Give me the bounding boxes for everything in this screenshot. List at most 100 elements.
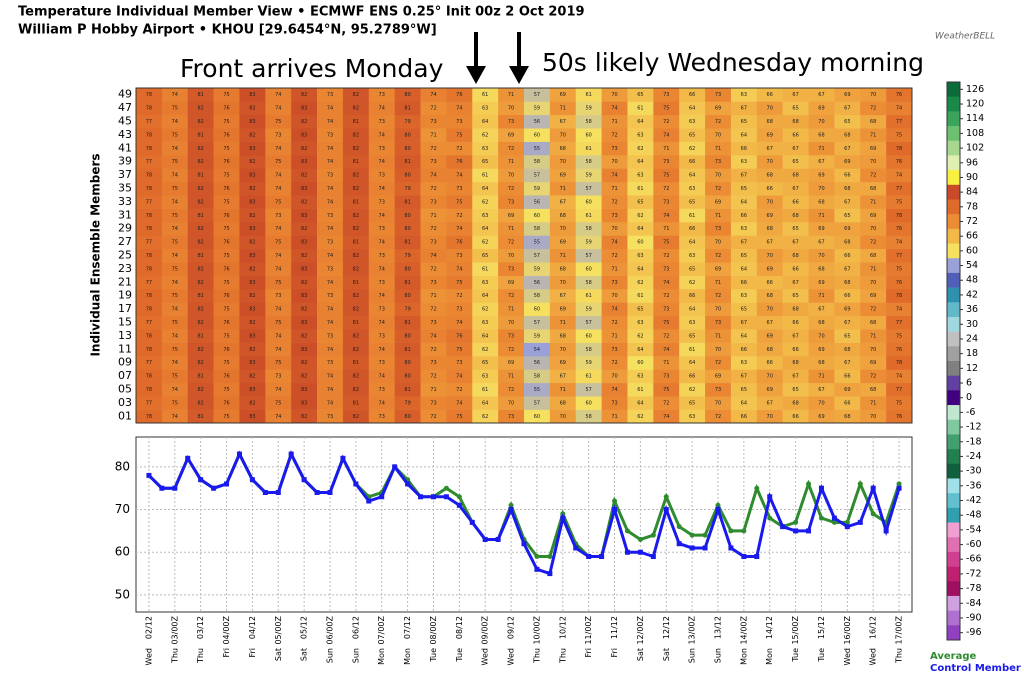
cell-value: 58 xyxy=(585,226,591,232)
cell-value: 67 xyxy=(741,320,747,326)
cell-value: 74 xyxy=(896,106,902,112)
heat-cell xyxy=(161,342,189,357)
cell-value: 75 xyxy=(172,374,178,380)
heat-cell xyxy=(627,342,654,357)
heat-cell xyxy=(265,128,292,142)
cell-value: 73 xyxy=(715,387,721,393)
marker xyxy=(547,554,553,560)
heat-cell xyxy=(213,342,240,357)
heat-cell xyxy=(342,181,370,196)
cell-value: 59 xyxy=(585,106,591,112)
cell-value: 81 xyxy=(404,320,410,326)
heat-cell xyxy=(782,356,809,370)
cell-value: 77 xyxy=(146,119,152,125)
heat-cell xyxy=(368,235,395,250)
weekday-label: Fri xyxy=(222,648,231,658)
heat-cell xyxy=(808,329,835,343)
cell-value: 82 xyxy=(197,146,203,152)
cell-value: 73 xyxy=(611,347,617,353)
cell-value: 71 xyxy=(818,146,824,152)
heat-cell xyxy=(679,369,706,384)
cell-value: 72 xyxy=(715,414,721,420)
heat-cell xyxy=(782,141,809,156)
heat-cell xyxy=(575,275,602,290)
colorbar-tick-label: 60 xyxy=(966,245,978,256)
heat-cell xyxy=(627,155,654,169)
cell-value: 59 xyxy=(534,186,540,192)
weekday-label: Mon xyxy=(377,648,386,665)
cell-value: 65 xyxy=(741,119,747,125)
cell-value: 78 xyxy=(146,414,152,420)
heat-cell xyxy=(601,356,628,370)
cell-value: 75 xyxy=(896,132,902,138)
heat-cell xyxy=(317,222,344,236)
heat-cell xyxy=(394,289,421,303)
heat-cell xyxy=(549,248,577,263)
weekday-label: Wed xyxy=(507,648,516,665)
cell-value: 64 xyxy=(482,400,488,406)
cell-value: 72 xyxy=(663,253,669,259)
cell-value: 66 xyxy=(844,293,850,299)
heat-cell xyxy=(549,141,577,156)
weekday-label: Thu xyxy=(532,648,541,664)
cell-value: 73 xyxy=(663,92,669,98)
cell-value: 78 xyxy=(146,374,152,380)
cell-value: 65 xyxy=(741,387,747,393)
cell-value: 82 xyxy=(353,106,359,112)
cell-value: 70 xyxy=(767,253,773,259)
cell-value: 63 xyxy=(689,320,695,326)
cell-value: 64 xyxy=(689,106,695,112)
heat-cell xyxy=(498,409,525,424)
cell-value: 74 xyxy=(327,106,333,112)
heat-cell xyxy=(187,302,214,317)
weekday-label: Sun xyxy=(326,648,335,663)
cell-value: 82 xyxy=(197,320,203,326)
x-tick-label: 08/12 xyxy=(455,616,464,639)
heat-cell xyxy=(705,262,732,276)
cell-value: 81 xyxy=(353,199,359,205)
colorbar-segment xyxy=(947,478,960,494)
heat-cell xyxy=(627,101,654,116)
cell-value: 83 xyxy=(249,360,255,366)
heat-cell xyxy=(705,114,732,129)
cell-value: 73 xyxy=(430,360,436,366)
weekday-label: Sat xyxy=(274,648,283,661)
cell-value: 71 xyxy=(611,186,617,192)
cell-value: 76 xyxy=(223,347,229,353)
x-tick-label: 12/00Z xyxy=(636,615,645,644)
heat-cell xyxy=(601,289,628,303)
heat-cell xyxy=(601,369,628,384)
heat-cell xyxy=(239,315,266,330)
heat-cell xyxy=(446,101,473,116)
heat-cell xyxy=(213,128,240,142)
cell-value: 65 xyxy=(792,159,798,165)
cell-value: 83 xyxy=(301,320,307,326)
heat-cell xyxy=(368,128,395,142)
heat-cell xyxy=(446,262,473,276)
heat-cell xyxy=(420,181,447,196)
cell-value: 70 xyxy=(870,280,876,286)
marker xyxy=(366,498,372,504)
cell-value: 64 xyxy=(482,226,488,232)
cell-value: 63 xyxy=(741,360,747,366)
cell-value: 64 xyxy=(689,173,695,179)
heat-cell xyxy=(834,396,861,410)
cell-value: 72 xyxy=(870,106,876,112)
colorbar-tick-label: 42 xyxy=(966,289,978,300)
heat-cell xyxy=(161,168,189,183)
heat-cell xyxy=(730,315,758,330)
colorbar-tick-label: -54 xyxy=(966,524,982,535)
member-label: 45 xyxy=(118,115,132,128)
cell-value: 66 xyxy=(792,414,798,420)
heat-cell xyxy=(394,356,421,370)
cell-value: 81 xyxy=(197,213,203,219)
heat-cell xyxy=(756,128,783,142)
cell-value: 74 xyxy=(379,159,385,165)
heat-cell xyxy=(808,382,835,397)
heat-cell xyxy=(886,235,913,250)
colorbar-tick-label: -72 xyxy=(966,568,982,579)
cell-value: 82 xyxy=(249,347,255,353)
heat-cell xyxy=(161,195,189,209)
cell-value: 65 xyxy=(741,186,747,192)
colorbar-tick-label: 30 xyxy=(966,319,978,330)
